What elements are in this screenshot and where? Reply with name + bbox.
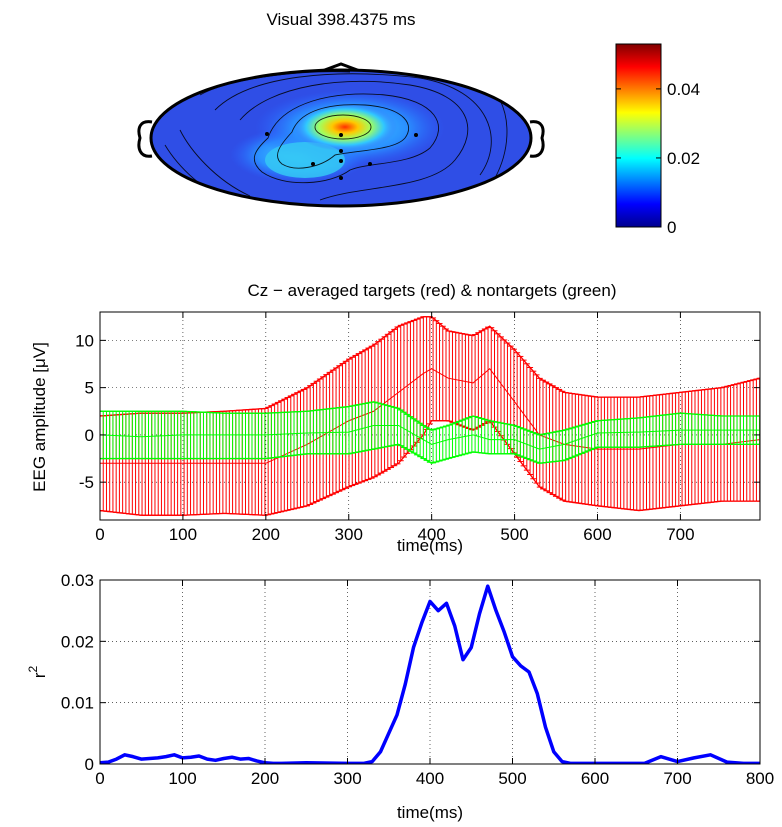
electrode <box>339 149 343 153</box>
r2-xtick-label: 600 <box>581 769 609 788</box>
colorbar: 0 0.02 0.04 <box>615 43 700 237</box>
electrode <box>368 162 372 166</box>
erp-ylabel: EEG amplitude [μV] <box>30 342 49 492</box>
r2-ytick-label: 0.01 <box>61 694 94 713</box>
lower-bound-line <box>100 443 760 464</box>
left-ear <box>137 120 153 158</box>
erp-xtick-label: 100 <box>169 525 197 544</box>
r2-ytick-label: 0 <box>85 755 94 774</box>
upper-bound-line <box>100 316 760 417</box>
erp-ytick-label: 0 <box>85 426 94 445</box>
erp-xtick-label: 300 <box>335 525 363 544</box>
colorbar-tick-label: 0.02 <box>667 149 700 168</box>
r2-xtick-label: 300 <box>333 769 361 788</box>
r2-ytick-label: 0.03 <box>61 571 94 590</box>
right-ear <box>529 120 545 158</box>
r2-ylabel-superscript: 2 <box>26 666 40 673</box>
r2-xtick-label: 400 <box>416 769 444 788</box>
topoplot: Visual 398.4375 ms <box>137 10 700 237</box>
erp-xtick-label: 500 <box>500 525 528 544</box>
electrode <box>339 176 343 180</box>
r2-xtick-label: 800 <box>746 769 774 788</box>
topo-map <box>151 70 531 206</box>
lower-bound-line <box>100 419 760 516</box>
svg-text:r2: r2 <box>26 666 49 679</box>
mean-line <box>100 424 760 450</box>
erp-ytick-label: 5 <box>85 379 94 398</box>
r2-xtick-label: 700 <box>663 769 691 788</box>
electrode <box>339 133 343 137</box>
erp-xlabel: time(ms) <box>397 536 463 555</box>
r2-xtick-label: 200 <box>251 769 279 788</box>
erp-title: Cz − averaged targets (red) & nontargets… <box>248 281 617 300</box>
electrode <box>339 159 343 163</box>
r2-xtick-label: 0 <box>95 769 104 788</box>
r2-xtick-label: 500 <box>498 769 526 788</box>
erp-xtick-label: 200 <box>252 525 280 544</box>
electrodes <box>265 132 418 180</box>
erp-ytick-label: -5 <box>79 473 94 492</box>
topoplot-title: Visual 398.4375 ms <box>266 10 415 29</box>
r2-ylabel: r <box>30 672 49 678</box>
head-outline <box>149 68 533 208</box>
erp-xtick-label: 0 <box>95 525 104 544</box>
r2-ytick-label: 0.02 <box>61 632 94 651</box>
colorbar-gradient <box>615 43 662 228</box>
r2-xtick-label: 100 <box>168 769 196 788</box>
electrode <box>311 162 315 166</box>
colorbar-tick-label: 0.04 <box>667 80 700 99</box>
r2-xlabel: time(ms) <box>397 803 463 822</box>
colorbar-tick-label: 0 <box>667 218 676 237</box>
upper-bound-line <box>100 401 760 436</box>
electrode <box>414 133 418 137</box>
electrode <box>265 132 269 136</box>
r2-line <box>100 584 760 764</box>
r2-chart: 0 100 200 300 400 500 600 700 800 0 0.01 0.02 0.03 t… <box>26 571 774 822</box>
erp-series <box>100 401 760 464</box>
mean-line <box>100 368 760 464</box>
erp-ytick-label: 10 <box>75 331 94 350</box>
erp-xtick-label: 600 <box>583 525 611 544</box>
erp-xtick-label: 400 <box>417 525 445 544</box>
erp-xtick-label: 700 <box>666 525 694 544</box>
erp-chart: Cz − averaged targets (red) & nontargets… <box>30 281 761 555</box>
